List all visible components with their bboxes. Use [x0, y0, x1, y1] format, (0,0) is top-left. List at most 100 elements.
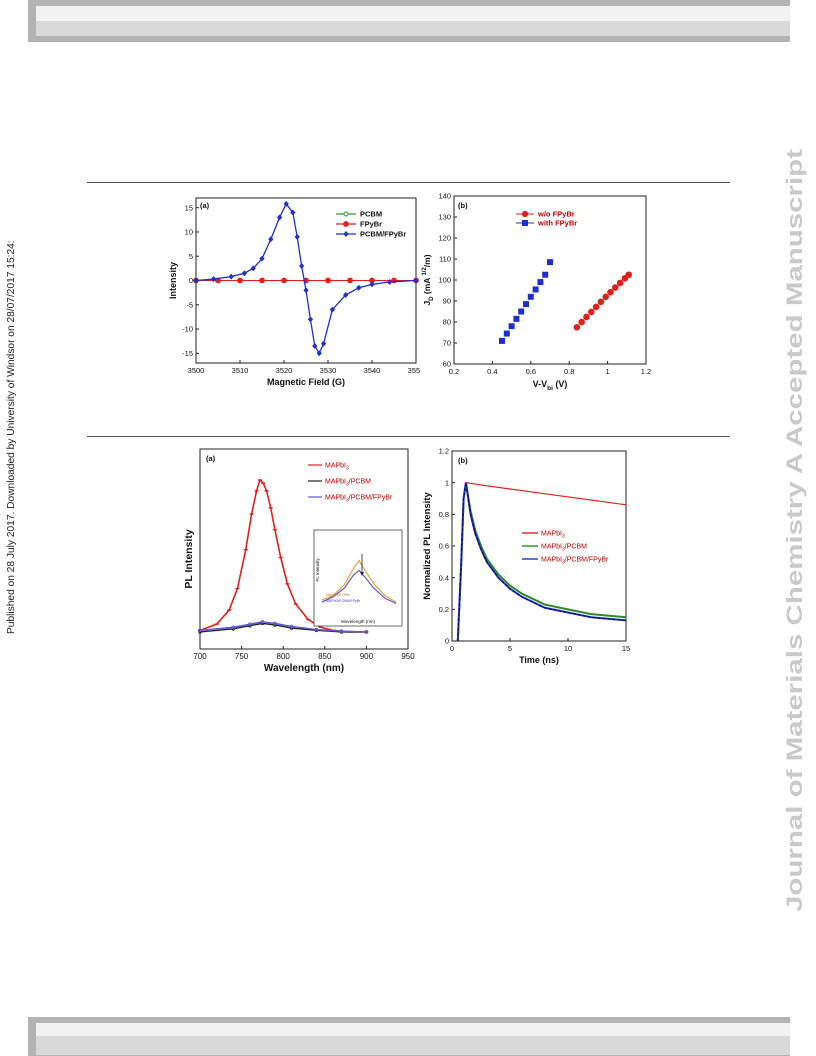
x-tick-label: 850 — [318, 652, 332, 661]
y-tick-label: -15 — [182, 349, 193, 358]
chart-trpl: 0 5 10 15 1.2 1 0.8 0.6 0.4 0.2 0 (b) Time (ns) Norma… — [422, 447, 630, 665]
plot-frame — [451, 450, 627, 642]
x-tick-label: 800 — [277, 652, 291, 661]
legend-label-main: MAPbI — [325, 495, 346, 502]
header-bar — [28, 0, 790, 42]
data-point — [611, 284, 619, 291]
legend-label-main: MAPbI — [541, 544, 562, 551]
legend-label: w/o FPyBr — [537, 210, 575, 219]
inset-y-label: PL Intensity — [315, 558, 320, 582]
inset-legend-label: MAPbI3/PCBM/FPyBr — [326, 599, 361, 603]
y-tick-label: 0 — [189, 276, 193, 285]
legend-label: MAPbI3/PCBM — [325, 479, 371, 488]
data-point — [523, 301, 529, 308]
data-point — [277, 214, 283, 221]
data-point — [391, 277, 397, 284]
y-tick-label: 0 — [445, 637, 449, 646]
data-point — [364, 630, 369, 634]
x-axis-label-main: V-V — [533, 379, 548, 389]
x-tick-label: 3510 — [232, 366, 249, 375]
x-tick-label: 950 — [401, 652, 415, 661]
x-tick-label: 700 — [193, 652, 207, 661]
data-point — [578, 318, 585, 326]
data-point — [237, 277, 243, 284]
x-tick-label: 5 — [508, 644, 512, 653]
y-axis-label: JD (mA 1/2/m) — [422, 254, 435, 305]
chart-pl: 700 750 800 850 900 950(a)Wavelength (nm)PL I… — [183, 448, 415, 673]
y-tick-label: 60 — [443, 360, 451, 369]
legend-marker — [343, 211, 349, 217]
data-point — [294, 233, 300, 240]
data-point — [228, 273, 234, 280]
legend-label-main: MAPbI — [541, 531, 562, 538]
data-point — [250, 265, 256, 272]
data-point — [303, 287, 309, 294]
legend-marker — [522, 220, 528, 226]
y-axis-label-sup: 1/2 — [422, 267, 428, 276]
x-tick-label: 3530 — [320, 366, 337, 375]
chart-epr: 3500 3510 3520 3530 3540 3550 15 10 5 0 -5 -10 -15 (a… — [168, 197, 420, 387]
x-tick-label: 3520 — [276, 366, 293, 375]
y-tick-label: 0.6 — [439, 542, 449, 551]
download-note: Published on 28 July 2017. Downloaded by… — [6, 240, 17, 634]
data-point — [508, 323, 515, 330]
data-point — [316, 350, 322, 357]
x-tick-label: 0.4 — [487, 367, 497, 376]
panel-label: (a) — [206, 454, 216, 463]
legend-label-rest: /PCBM — [565, 544, 587, 551]
x-tick-label: 3500 — [188, 366, 205, 375]
y-tick-label: 15 — [185, 203, 193, 212]
legend-label: MAPbI3/PCBM/FPyBr — [325, 495, 393, 504]
y-axis-label-unit-b: /m) — [422, 254, 432, 267]
data-point — [231, 625, 236, 630]
inset-x-label: Wavelength (nm) — [341, 619, 376, 624]
y-tick-label: 1 — [445, 478, 449, 487]
x-tick-label: 0.8 — [564, 367, 574, 376]
legend-label-sub: 3 — [346, 482, 349, 488]
data-point — [587, 308, 595, 316]
panel-label: (a) — [200, 201, 210, 210]
y-axis-label: PL Intensity — [183, 529, 195, 588]
x-tick-label: 0.6 — [526, 367, 536, 376]
data-point — [321, 340, 327, 347]
x-tick-label: 0.2 — [449, 367, 459, 376]
data-point — [369, 277, 375, 284]
y-axis-label-unit-a: (mA — [422, 276, 432, 297]
data-point — [259, 277, 265, 284]
y-axis-label: Normalized PL Intensity — [422, 492, 433, 600]
data-point — [260, 620, 265, 624]
x-tick-label: 3550 — [408, 366, 420, 375]
data-point — [248, 622, 252, 626]
data-point — [513, 315, 520, 322]
data-point — [527, 293, 534, 300]
data-point — [602, 293, 609, 301]
y-tick-label: 130 — [438, 213, 451, 222]
journal-watermark-text: Journal of Materials Chemistry A Accepte… — [782, 148, 807, 912]
legend-label: MAPbI3/PCBM — [541, 544, 587, 553]
legend-label: MAPbI3 — [325, 463, 349, 472]
series-line-2 — [199, 621, 367, 633]
y-tick-label: 1.2 — [439, 447, 449, 456]
y-tick-label: 70 — [443, 339, 451, 348]
data-point — [583, 313, 590, 321]
legend-label-main: MAPbI — [325, 479, 346, 486]
y-tick-label: 5 — [189, 252, 193, 261]
legend-label: MAPbI3/PCBM/FPyBr — [541, 557, 609, 566]
data-point — [193, 277, 199, 284]
inset-chart: PL Intensity Wavelength (nm) MAPbI3/PCBM MA… — [313, 529, 403, 627]
legend-label-rest: /PCBM/FPyBr — [565, 557, 609, 564]
x-axis-label-unit: (V) — [553, 379, 568, 389]
data-point — [347, 277, 353, 284]
panel-label: (b) — [458, 201, 468, 210]
footer-bar — [28, 1017, 790, 1056]
legend-label-sub: 3 — [562, 547, 565, 553]
data-point — [356, 284, 362, 291]
x-axis-label: Magnetic Field (G) — [267, 377, 345, 387]
legend-marker — [343, 231, 349, 237]
data-point — [339, 629, 344, 633]
x-axis-label: Wavelength (nm) — [264, 663, 344, 673]
y-tick-label: -5 — [186, 300, 193, 309]
legend-label-sub: 3 — [346, 466, 349, 472]
chart-jv: 0.2 0.4 0.6 0.8 1 1.2 140 130 120 110 100 90 80 70 60 (… — [422, 192, 651, 392]
x-tick-label: 1.2 — [641, 367, 651, 376]
